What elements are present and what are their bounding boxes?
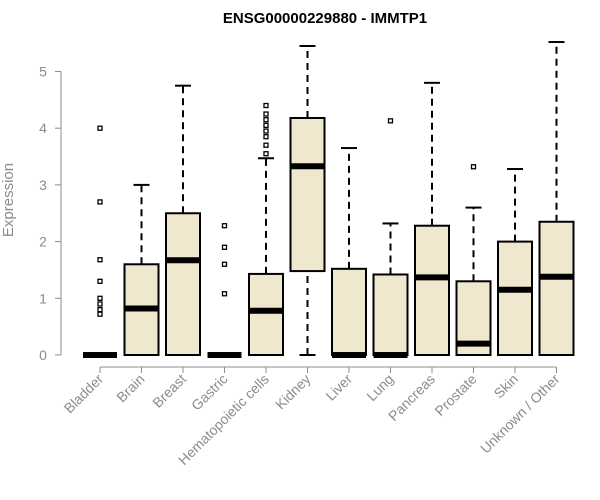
outlier-point bbox=[97, 295, 103, 301]
box-lung bbox=[372, 118, 409, 358]
x-tick-label: Kidney bbox=[272, 371, 314, 413]
y-tick-label: 0 bbox=[39, 347, 47, 363]
box-iqr bbox=[414, 224, 450, 356]
outlier-point bbox=[263, 151, 269, 157]
box-skin bbox=[497, 168, 533, 357]
box-prostate bbox=[455, 164, 492, 357]
outlier-point bbox=[97, 306, 103, 313]
box-breast bbox=[165, 84, 201, 356]
outlier-point bbox=[221, 261, 228, 267]
box-iqr bbox=[538, 220, 575, 356]
x-tick-label: Brain bbox=[113, 371, 147, 405]
boxes-group bbox=[83, 41, 575, 358]
outlier-point bbox=[263, 128, 269, 134]
outlier-point bbox=[263, 134, 269, 140]
outlier-point bbox=[97, 278, 103, 284]
outlier-point bbox=[221, 244, 228, 250]
box-gastric bbox=[207, 223, 242, 358]
outlier-point bbox=[263, 102, 269, 109]
y-tick-label: 2 bbox=[39, 234, 47, 250]
outlier-point bbox=[470, 164, 477, 170]
box-pancreas bbox=[414, 81, 450, 356]
box-iqr bbox=[289, 116, 326, 273]
chart-title: ENSG00000229880 - IMMTP1 bbox=[223, 10, 427, 27]
box-iqr bbox=[248, 272, 284, 357]
outlier-point bbox=[221, 291, 228, 297]
box-kidney bbox=[289, 44, 326, 356]
y-tick-label: 3 bbox=[39, 177, 47, 193]
outlier-point bbox=[97, 199, 103, 205]
x-tick-label: Lung bbox=[363, 371, 396, 404]
y-tick-label: 5 bbox=[39, 64, 47, 80]
x-tick-label: Breast bbox=[149, 371, 189, 411]
x-tick-label: Liver bbox=[322, 371, 355, 404]
box-unknown-other bbox=[538, 41, 575, 356]
x-tick-label: Bladder bbox=[61, 371, 107, 417]
outlier-point bbox=[97, 301, 103, 307]
outlier-point bbox=[221, 223, 228, 229]
x-tick-label: Unknown / Other bbox=[477, 371, 563, 457]
outlier-point bbox=[97, 311, 103, 317]
box-liver bbox=[331, 147, 367, 358]
x-tick-label: Skin bbox=[491, 371, 522, 402]
y-tick-label: 4 bbox=[39, 120, 47, 136]
x-tick-label: Prostate bbox=[431, 371, 479, 419]
y-axis-label: Expression bbox=[0, 163, 17, 237]
box-iqr bbox=[497, 240, 533, 357]
y-axis: 0 1 2 3 4 5 bbox=[39, 64, 62, 363]
box-brain bbox=[123, 183, 160, 356]
outlier-point bbox=[263, 117, 269, 123]
outlier-point bbox=[263, 122, 269, 129]
box-bladder bbox=[83, 125, 117, 358]
outlier-point bbox=[97, 257, 103, 263]
box-iqr bbox=[165, 212, 201, 356]
outlier-point bbox=[263, 111, 269, 117]
outlier-point bbox=[97, 125, 103, 131]
box-iqr bbox=[372, 273, 409, 356]
outlier-point bbox=[263, 142, 269, 148]
box-hematopoietic-cells bbox=[248, 102, 284, 357]
box-iqr bbox=[331, 267, 367, 357]
y-tick-label: 1 bbox=[39, 290, 47, 306]
outlier-point bbox=[387, 118, 394, 124]
